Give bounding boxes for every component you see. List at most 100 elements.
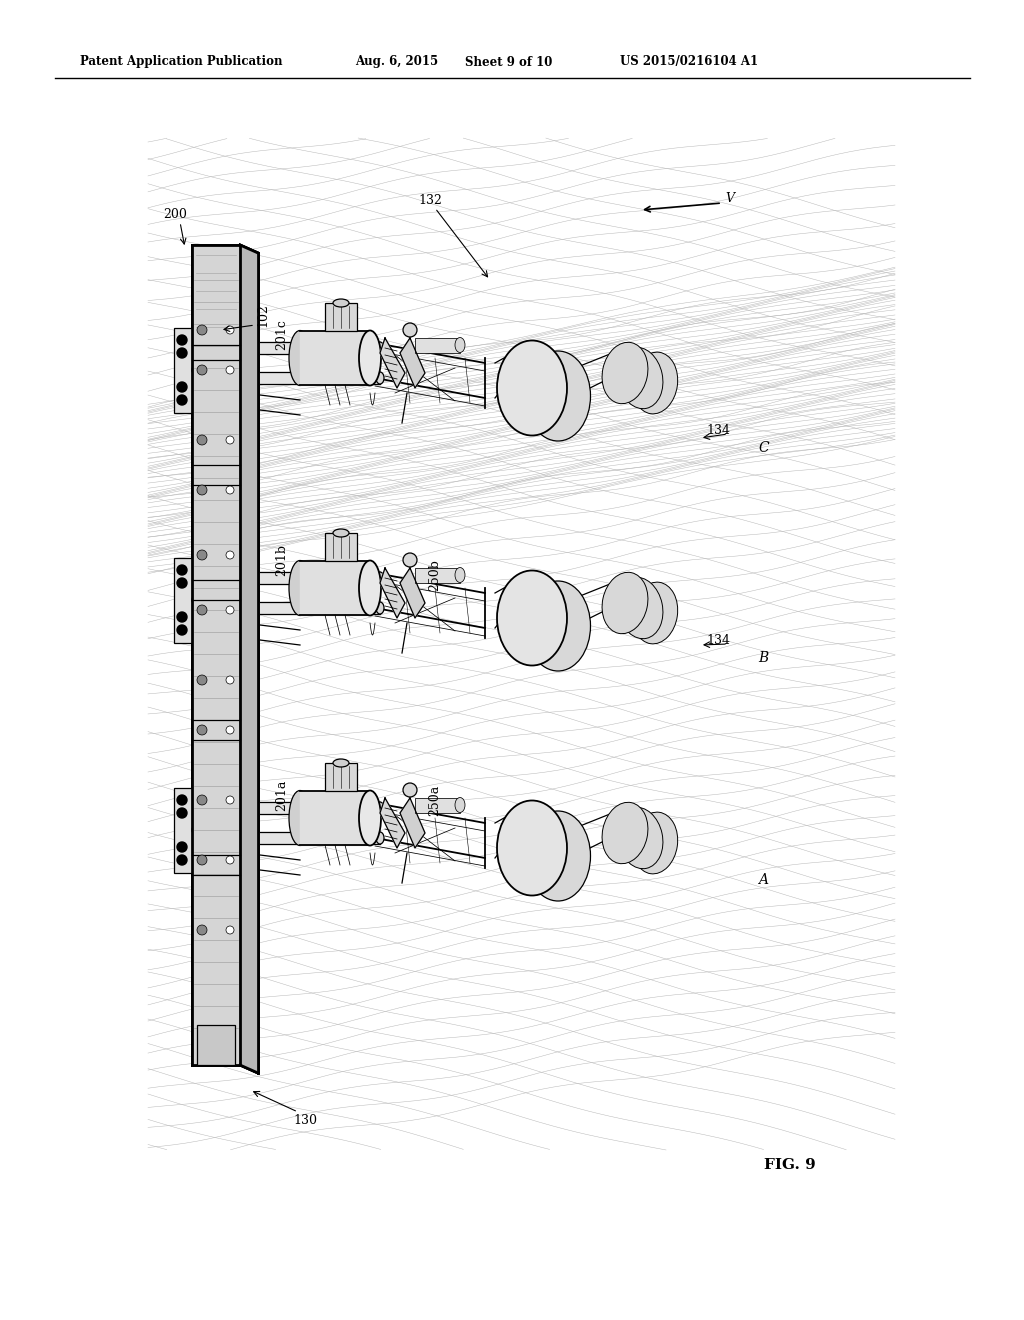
Circle shape	[226, 436, 234, 444]
Text: 250b: 250b	[428, 560, 441, 591]
Text: US 2015/0216104 A1: US 2015/0216104 A1	[620, 55, 758, 69]
Ellipse shape	[359, 791, 381, 846]
Ellipse shape	[289, 330, 311, 385]
Ellipse shape	[602, 803, 648, 863]
Text: 130: 130	[293, 1114, 317, 1126]
Text: V: V	[725, 191, 734, 205]
Circle shape	[227, 808, 237, 818]
Circle shape	[227, 624, 237, 635]
Circle shape	[226, 726, 234, 734]
Text: 201b: 201b	[275, 544, 289, 576]
Bar	[193, 246, 240, 1065]
Ellipse shape	[617, 577, 663, 639]
Ellipse shape	[525, 810, 591, 902]
Circle shape	[227, 795, 237, 805]
Ellipse shape	[497, 341, 567, 436]
Circle shape	[227, 565, 237, 576]
Ellipse shape	[525, 351, 591, 441]
Bar	[325, 533, 357, 561]
Circle shape	[177, 395, 187, 405]
Ellipse shape	[359, 330, 381, 385]
Circle shape	[177, 381, 187, 392]
Circle shape	[197, 795, 207, 805]
Ellipse shape	[602, 342, 648, 404]
Circle shape	[226, 606, 234, 614]
Ellipse shape	[455, 338, 465, 352]
Polygon shape	[380, 568, 406, 618]
Text: 250a: 250a	[428, 784, 441, 816]
Ellipse shape	[289, 791, 311, 846]
Text: 200: 200	[163, 209, 187, 222]
Bar	[174, 327, 240, 413]
Polygon shape	[380, 799, 406, 847]
Circle shape	[226, 326, 234, 334]
Text: A: A	[758, 873, 768, 887]
Text: 201a: 201a	[275, 779, 289, 810]
Text: 134: 134	[706, 424, 730, 437]
Text: Aug. 6, 2015: Aug. 6, 2015	[355, 55, 438, 69]
Polygon shape	[380, 338, 406, 388]
Ellipse shape	[497, 800, 567, 895]
Circle shape	[227, 612, 237, 622]
Ellipse shape	[333, 759, 349, 767]
Bar	[174, 788, 240, 873]
Circle shape	[227, 381, 237, 392]
Polygon shape	[400, 338, 425, 388]
Circle shape	[403, 553, 417, 568]
Circle shape	[197, 550, 207, 560]
Bar	[197, 1026, 234, 1065]
Circle shape	[177, 612, 187, 622]
Circle shape	[226, 796, 234, 804]
Ellipse shape	[333, 300, 349, 308]
Polygon shape	[400, 799, 425, 847]
Ellipse shape	[525, 581, 591, 671]
Ellipse shape	[632, 352, 678, 414]
Text: 134: 134	[706, 634, 730, 647]
Text: Sheet 9 of 10: Sheet 9 of 10	[465, 55, 552, 69]
Ellipse shape	[376, 602, 384, 614]
Ellipse shape	[376, 832, 384, 843]
Circle shape	[197, 436, 207, 445]
Ellipse shape	[359, 561, 381, 615]
Bar	[415, 799, 460, 813]
Circle shape	[226, 366, 234, 374]
Circle shape	[227, 335, 237, 345]
Circle shape	[197, 855, 207, 865]
Circle shape	[177, 624, 187, 635]
Circle shape	[227, 855, 237, 865]
Circle shape	[193, 363, 206, 378]
Circle shape	[197, 675, 207, 685]
Circle shape	[177, 808, 187, 818]
Text: Patent Application Publication: Patent Application Publication	[80, 55, 283, 69]
Circle shape	[226, 927, 234, 935]
Ellipse shape	[289, 561, 311, 615]
Text: FIG. 9: FIG. 9	[764, 1158, 816, 1172]
Polygon shape	[240, 246, 258, 1073]
Circle shape	[193, 593, 206, 607]
Text: 102: 102	[256, 304, 269, 327]
Text: B: B	[758, 651, 768, 665]
Circle shape	[177, 578, 187, 587]
Circle shape	[177, 335, 187, 345]
Circle shape	[226, 855, 234, 865]
Ellipse shape	[632, 812, 678, 874]
Ellipse shape	[602, 573, 648, 634]
Ellipse shape	[333, 529, 349, 537]
Circle shape	[227, 395, 237, 405]
Circle shape	[226, 676, 234, 684]
Circle shape	[197, 605, 207, 615]
Ellipse shape	[376, 803, 384, 814]
Circle shape	[227, 842, 237, 851]
Bar	[415, 568, 460, 583]
Ellipse shape	[497, 570, 567, 665]
Circle shape	[197, 325, 207, 335]
Circle shape	[193, 822, 206, 837]
Circle shape	[403, 783, 417, 797]
Bar	[415, 338, 460, 352]
Circle shape	[197, 484, 207, 495]
Ellipse shape	[455, 568, 465, 582]
Circle shape	[177, 348, 187, 358]
Text: 201c: 201c	[275, 319, 289, 350]
Text: C: C	[758, 441, 769, 455]
Ellipse shape	[376, 372, 384, 384]
